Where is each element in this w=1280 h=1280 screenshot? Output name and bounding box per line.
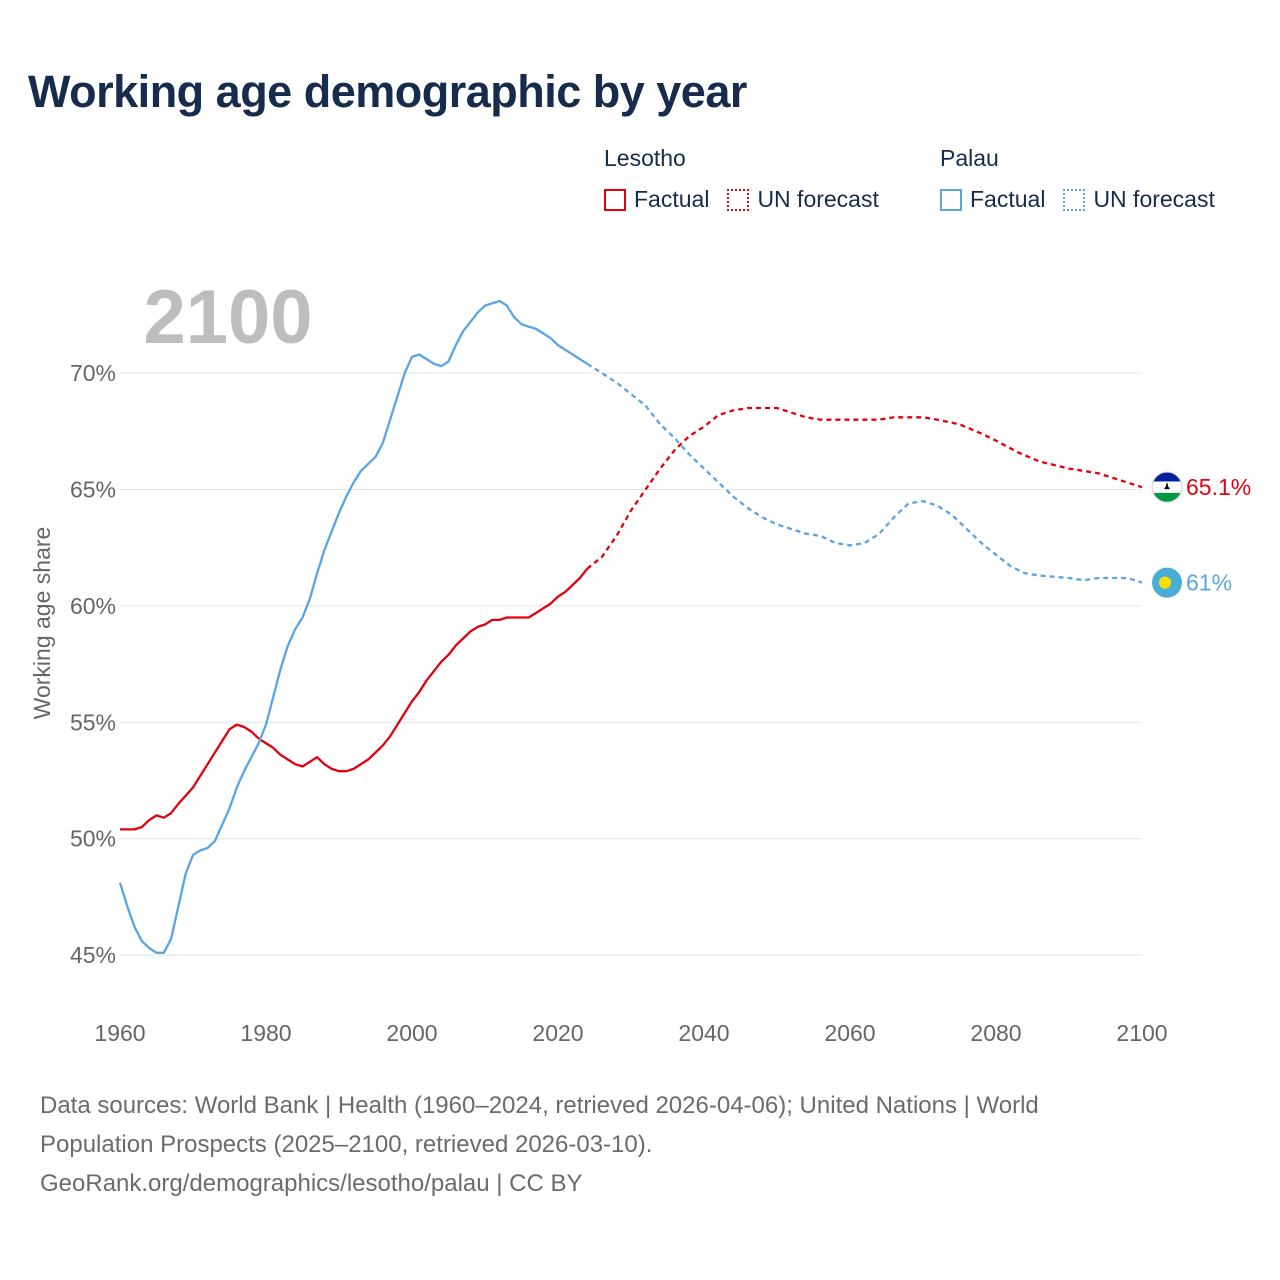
y-tick-label: 50% [70, 826, 116, 852]
x-tick-label: 1960 [94, 1020, 145, 1046]
chart-title: Working age demographic by year [28, 66, 747, 117]
palau-flag-icon [1152, 567, 1182, 598]
legend-group-name: Palau [940, 145, 999, 171]
series-lines [118, 299, 1143, 954]
x-tick-label: 2020 [532, 1020, 583, 1046]
legend-swatch-icon [940, 188, 962, 211]
series-line-factual-lesotho [120, 567, 589, 831]
y-tick-label: 70% [70, 360, 116, 386]
legend-swatch-icon [604, 188, 626, 211]
legend-label: UN forecast [757, 186, 879, 212]
lesotho-end-label: 65.1% [1186, 474, 1251, 500]
footer-line[interactable]: GeoRank.org/demographics/lesotho/palau |… [40, 1170, 583, 1197]
line-chart: 2100 Working age share 45% 50% 55% 60% 65% 70… [29, 275, 1251, 1046]
legend-item-lesotho-factual[interactable]: Factual [604, 186, 709, 213]
y-tick-label: 45% [70, 942, 116, 968]
y-tick-label: 65% [70, 477, 116, 503]
x-tick-label: 2060 [824, 1020, 875, 1046]
legend-group-name: Lesotho [604, 145, 686, 171]
legend-item-palau-factual[interactable]: Factual [940, 186, 1045, 213]
footer-line: Data sources: World Bank | Health (1960–… [40, 1092, 1039, 1119]
series-line-forecast-palau [586, 362, 1143, 584]
x-tick-label: 2040 [678, 1020, 729, 1046]
legend-group-lesotho: Lesotho Factual UN forecast [604, 145, 897, 213]
footer-sources: Data sources: World Bank | Health (1960–… [40, 1086, 1240, 1203]
legend-item-lesotho-forecast[interactable]: UN forecast [727, 186, 879, 213]
end-markers: 65.1% 61% [1151, 471, 1251, 598]
palau-end-label: 61% [1186, 570, 1232, 596]
y-axis-ticks: 45% 50% 55% 60% 65% 70% [70, 360, 116, 968]
legend-label: Factual [970, 186, 1046, 212]
x-tick-label: 2000 [386, 1020, 437, 1046]
x-tick-label: 1980 [240, 1020, 291, 1046]
y-tick-label: 55% [70, 709, 116, 735]
y-tick-label: 60% [70, 593, 116, 619]
legend-swatch-icon [727, 188, 750, 211]
series-line-factual-palau [118, 299, 588, 954]
x-tick-label: 2080 [970, 1020, 1021, 1046]
y-axis-label: Working age share [29, 527, 55, 720]
footer-line: Population Prospects (2025–2100, retriev… [40, 1131, 653, 1158]
legend-group-palau: Palau Factual UN forecast [940, 145, 1233, 213]
x-axis-ticks: 1960 1980 2000 2020 2040 2060 2080 2100 [94, 1020, 1167, 1046]
x-tick-label: 2100 [1116, 1020, 1167, 1046]
legend-label: Factual [634, 186, 710, 212]
year-watermark: 2100 [143, 275, 312, 360]
legend-swatch-icon [1063, 188, 1086, 211]
gridlines [120, 372, 1142, 956]
series-line-forecast-lesotho [586, 406, 1143, 570]
legend-item-palau-forecast[interactable]: UN forecast [1063, 186, 1215, 213]
lesotho-flag-icon [1151, 471, 1183, 503]
legend-label: UN forecast [1093, 186, 1215, 212]
